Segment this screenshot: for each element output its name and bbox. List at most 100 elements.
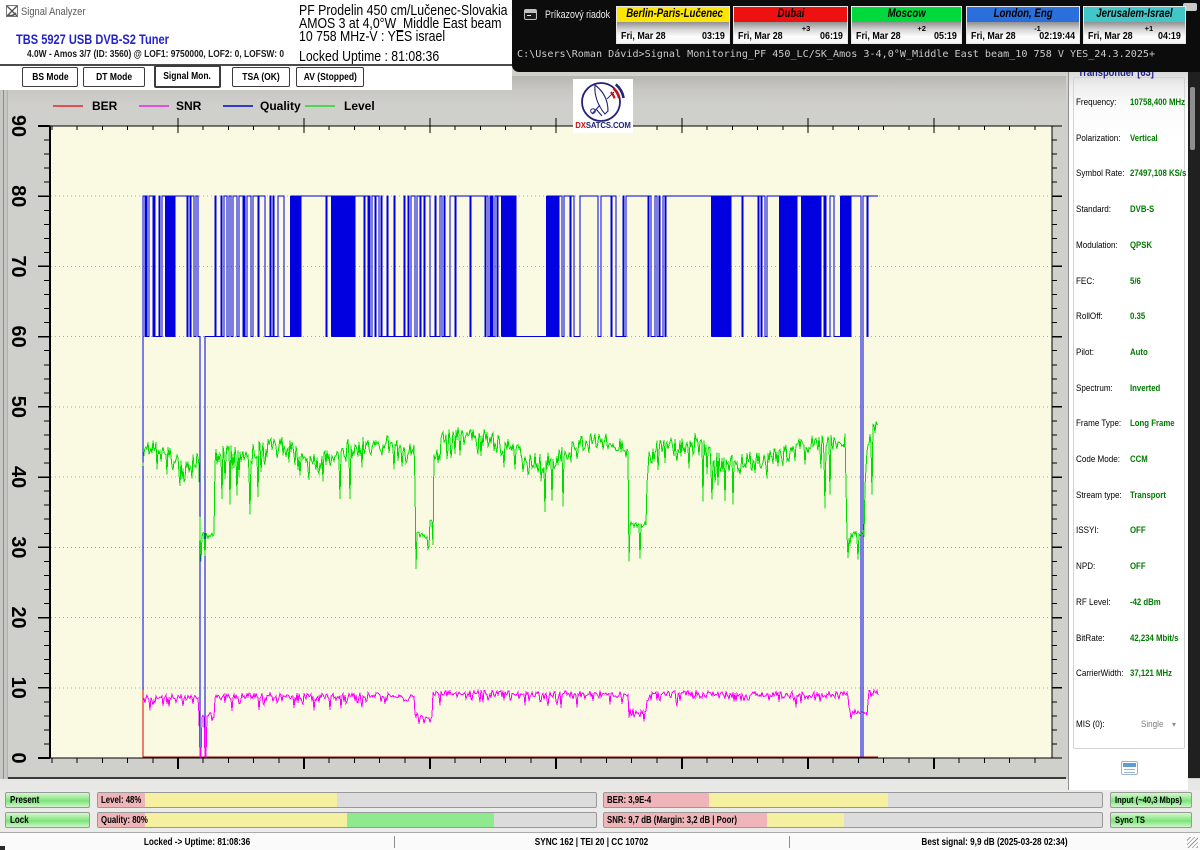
clock-utc-offset: +1 <box>1144 24 1154 33</box>
transponder-value: OFF <box>1130 525 1146 537</box>
clock-body: Fri, Mar 28 04:19 +1 <box>1084 22 1185 43</box>
statusbar-sync: SYNC 162 | TEI 20 | CC 10702 <box>534 835 649 848</box>
transponder-label: Frame Type: <box>1076 418 1122 430</box>
header-info-line1: PF Prodelin 450 cm/Lučenec-Slovakia <box>299 2 508 19</box>
clock-date: Fri, Mar 28 <box>738 30 783 42</box>
transponder-label: Modulation: <box>1076 239 1118 251</box>
clock-date: Fri, Mar 28 <box>1088 30 1133 42</box>
transponder-row-fec-: FEC: 5/6 <box>1069 276 1189 290</box>
y-axis-label-20: 20 <box>8 606 29 628</box>
transponder-value: 27497,108 KS/s <box>1130 168 1187 180</box>
status-sync-label: Sync TS <box>1115 814 1145 826</box>
y-axis-label-50: 50 <box>8 396 29 418</box>
tab-bar: BS Mode DT Mode Signal Mon. TSA (OK) AV (Sto… <box>0 0 512 90</box>
clock-body: Fri, Mar 28 02:19:44 -1 <box>967 22 1079 43</box>
statusbar-divider <box>789 836 790 848</box>
transponder-label: RF Level: <box>1076 596 1111 608</box>
series-quality <box>142 195 878 759</box>
clock-time: 04:19 <box>1158 30 1181 42</box>
command-prompt-window[interactable]: Príkazový riadok Berlin-Paris-Lučenec Fri… <box>512 0 1200 72</box>
tab-bs-mode[interactable]: BS Mode <box>22 67 78 87</box>
status-lock-label: Lock <box>10 814 29 826</box>
transponder-value: QPSK <box>1130 239 1153 251</box>
transponder-value: Inverted <box>1130 382 1161 394</box>
corner-mark <box>0 846 5 850</box>
app-icon <box>6 5 18 17</box>
y-axis-label-80: 80 <box>8 185 29 207</box>
transponder-row-bitrate-: BitRate: 42,234 Mbit/s <box>1069 633 1189 647</box>
transponder-row-spectrum-: Spectrum: Inverted <box>1069 383 1189 397</box>
status-input: Input (~40,3 Mbps) <box>1110 792 1192 808</box>
y-axis-label-0: 0 <box>8 752 29 763</box>
tab-av-stopped-[interactable]: AV (Stopped) <box>296 67 364 87</box>
progress-segment <box>145 793 338 807</box>
lower-divider-strip <box>0 779 1200 790</box>
tab-dt-mode[interactable]: DT Mode <box>83 67 145 87</box>
console-window-button[interactable] <box>1183 3 1197 11</box>
mis-dropdown[interactable]: Single <box>1141 719 1164 730</box>
transponder-value: 42,234 Mbit/s <box>1130 632 1179 644</box>
status-present-label: Present <box>10 794 40 806</box>
window-header: Signal Analyzer TBS 5927 USB DVB-S2 Tune… <box>0 0 512 90</box>
tab-label: BS Mode <box>31 71 69 83</box>
transponder-row-rf-level-: RF Level: -42 dBm <box>1069 597 1189 611</box>
transponder-value: DVB-S <box>1130 204 1155 216</box>
transponder-label: Stream type: <box>1076 489 1122 501</box>
statusbar-best-signal: Best signal: 9,9 dB (2025-03-28 02:34) <box>921 835 1068 848</box>
console-prompt-text: C:\Users\Roman Dávid>Signal Monitoring_P… <box>517 49 1156 60</box>
transponder-value: Vertical <box>1130 132 1158 144</box>
transponder-row-rolloff-: RollOff: 0.35 <box>1069 311 1189 325</box>
tab-signal-mon-[interactable]: Signal Mon. <box>154 64 221 88</box>
progress-segment <box>98 793 146 807</box>
legend-label-level: Level <box>344 99 375 113</box>
transponder-label: Symbol Rate: <box>1076 168 1125 180</box>
clock-jerusalem-israel: Jerusalem-Israel Fri, Mar 28 04:19 +1 <box>1083 6 1186 44</box>
transponder-label: NPD: <box>1076 561 1096 573</box>
transponder-row-polarization-: Polarization: Vertical <box>1069 133 1189 147</box>
ber-progress-bar: BER: 3,9E-4 <box>603 792 1103 808</box>
progress-segment <box>145 813 347 827</box>
header-info-line3: 10 758 MHz-V : YES israel <box>299 28 446 45</box>
clock-city-label: Dubai <box>734 7 847 22</box>
transponder-row-issyi-: ISSYI: OFF <box>1069 525 1189 539</box>
transponder-row-frame-type-: Frame Type: Long Frame <box>1069 418 1189 432</box>
transponder-label: Code Mode: <box>1076 454 1121 465</box>
transponder-label: Frequency: <box>1076 97 1117 108</box>
progress-segment <box>708 793 888 807</box>
ber-label: BER: 3,9E-4 <box>607 794 652 806</box>
sidebar-tool-button[interactable] <box>1121 761 1138 775</box>
clock-city-label: London, Eng <box>967 7 1079 22</box>
transponder-value: Long Frame <box>1130 418 1175 430</box>
transponder-label: FEC: <box>1076 275 1095 287</box>
resize-grip[interactable] <box>1187 837 1198 848</box>
clock-date: Fri, Mar 28 <box>971 30 1016 42</box>
transponder-label: RollOff: <box>1076 311 1103 323</box>
scrollbar-thumb[interactable] <box>1190 87 1195 150</box>
svg-text:DXSATCS.COM: DXSATCS.COM <box>575 121 630 130</box>
transponder-row-code-mode-: Code Mode: CCM <box>1069 454 1189 468</box>
clock-body: Fri, Mar 28 06:19 +3 <box>734 22 847 43</box>
status-input-label: Input (~40,3 Mbps) <box>1115 794 1182 806</box>
transponder-sidebar: Transponder [63] Frequency: 10758,400 MHz… <box>1068 67 1189 790</box>
transponder-groupbox <box>1073 77 1185 749</box>
chevron-down-icon[interactable]: ▾ <box>1172 720 1177 729</box>
transponder-label: Spectrum: <box>1076 382 1113 394</box>
clock-utc-offset: +3 <box>801 24 811 33</box>
header-info-line2: AMOS 3 at 4,0°W_Middle East beam <box>299 15 502 32</box>
signal-chart: 0 10 20 30 40 50 60 70 80 90 BER SNR Quality Level <box>8 99 1062 769</box>
clock-time: 02:19:44 <box>1039 30 1075 42</box>
snr-progress-bar: SNR: 9,7 dB (Margin: 3,2 dB | Poor) <box>603 812 1103 828</box>
transponder-label: BitRate: <box>1076 632 1105 644</box>
y-axis-label-60: 60 <box>8 326 29 348</box>
tab-tsa-ok-[interactable]: TSA (OK) <box>232 67 290 87</box>
console-title: Príkazový riadok <box>545 9 611 21</box>
clock-utc-offset: +2 <box>917 24 926 33</box>
transponder-value: Transport <box>1130 489 1166 501</box>
transponder-row-carrierwidth-: CarrierWidth: 37,121 MHz <box>1069 668 1189 682</box>
y-axis-label-70: 70 <box>8 255 29 277</box>
y-axis-label-40: 40 <box>8 466 29 488</box>
level-progress-bar: Level: 48% <box>97 792 597 808</box>
transponder-value: Auto <box>1130 346 1148 358</box>
clock-moscow: Moscow Fri, Mar 28 05:19 +2 <box>851 6 962 44</box>
tuner-title: TBS 5927 USB DVB-S2 Tuner <box>16 32 169 47</box>
